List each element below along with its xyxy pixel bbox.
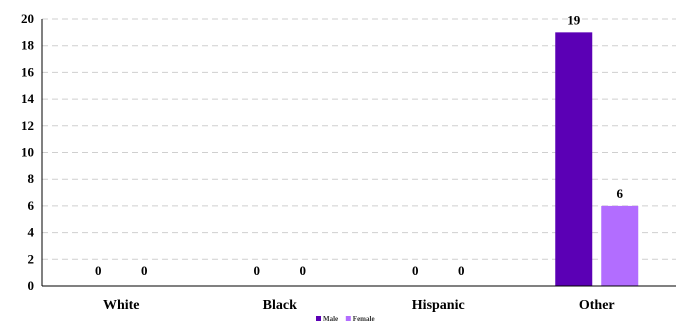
data-labels: 0 0 0 0 0 0 19 6 [95,12,624,278]
y-axis-ticks: 0 2 4 6 8 10 12 14 16 18 20 [21,11,35,293]
legend-swatch-female [345,316,351,321]
legend-label-male: Male [323,315,338,323]
data-label-female-black: 0 [300,263,307,278]
y-tick-label: 12 [21,118,34,133]
data-label-female-other: 6 [617,186,624,201]
category-label-white: White [103,298,140,313]
bar-male-other [555,32,593,286]
y-tick-label: 8 [28,171,35,186]
y-tick-label: 10 [21,145,34,160]
y-tick-label: 4 [28,225,35,240]
y-tick-label: 0 [28,278,35,293]
y-tick-label: 14 [21,91,35,106]
category-label-hispanic: Hispanic [412,298,465,313]
gridlines [42,18,676,260]
y-tick-label: 2 [28,251,35,266]
y-tick-label: 16 [21,64,35,79]
data-label-male-hispanic: 0 [412,263,419,278]
data-label-female-hispanic: 0 [458,263,465,278]
legend-swatch-male [316,316,321,321]
y-tick-label: 6 [28,198,35,213]
legend: Male Female [316,315,375,323]
data-label-male-black: 0 [254,263,261,278]
category-label-other: Other [579,298,615,313]
y-tick-label: 20 [21,11,34,26]
category-label-black: Black [263,298,297,313]
x-axis-categories: White Black Hispanic Other [103,298,615,313]
legend-label-female: Female [353,315,375,323]
y-tick-label: 18 [21,38,35,53]
data-label-male-white: 0 [95,263,102,278]
data-label-male-other: 19 [567,12,581,27]
bar-female-other [601,205,639,286]
bars [555,32,639,286]
data-label-female-white: 0 [141,263,148,278]
